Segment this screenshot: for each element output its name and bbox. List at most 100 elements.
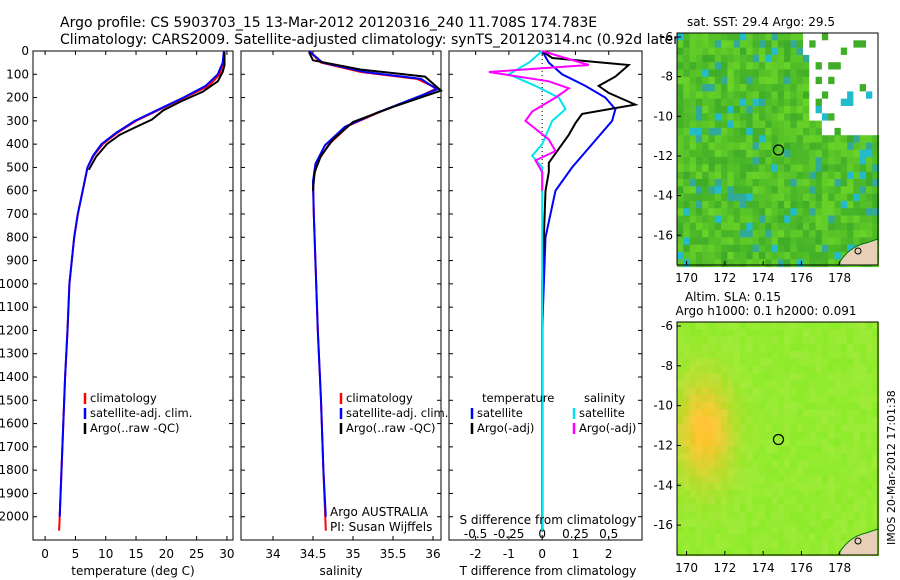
map-cell (752, 468, 760, 476)
map-cell (828, 120, 835, 129)
map-cell (677, 475, 684, 484)
map-cell (796, 186, 804, 195)
map-cell (815, 157, 823, 165)
coastline-island (854, 537, 862, 545)
map-cell (834, 47, 842, 56)
map-cell (733, 237, 741, 246)
map-cell (714, 482, 722, 491)
map-cell (847, 208, 854, 216)
map-cell (708, 157, 716, 165)
map-cell (733, 446, 741, 454)
map-cell (834, 365, 842, 374)
map-cell (752, 98, 760, 107)
map-cell (721, 519, 728, 527)
map-cell (777, 91, 785, 100)
map-cell (721, 402, 728, 411)
x-tick-label: 10 (98, 547, 113, 561)
map-cell (771, 47, 779, 56)
map-cell (809, 244, 817, 253)
map-cell (746, 541, 754, 549)
map-cell (727, 135, 735, 143)
depth-tick-label: 1900 (0, 486, 29, 500)
map-cell (721, 343, 728, 352)
map-cell (815, 504, 823, 513)
map-cell (727, 171, 735, 180)
map-cell (740, 497, 747, 505)
map-cell (803, 164, 810, 173)
map-cell (746, 222, 754, 231)
map-cell (740, 208, 747, 216)
map-cell (695, 259, 703, 268)
map-cell (689, 373, 697, 381)
map-cell (784, 54, 791, 63)
map-cell (796, 193, 804, 202)
map-cell (803, 511, 810, 520)
map-cell (740, 511, 747, 520)
map-cell (765, 208, 772, 216)
map-cell (809, 106, 817, 114)
argo-annotation-line1: Argo AUSTRALIA (330, 505, 429, 519)
map-cell (765, 244, 772, 253)
map-cell (815, 409, 823, 418)
map-cell (796, 395, 804, 403)
map-cell (771, 54, 779, 63)
map-cell (859, 336, 867, 345)
map-cell (765, 200, 772, 209)
map-cell (777, 511, 785, 520)
map-cell (702, 475, 709, 484)
map-cell (809, 438, 817, 447)
map-cell (853, 358, 861, 367)
map-cell (821, 157, 829, 165)
map-cell (777, 127, 785, 136)
map-cell (689, 365, 697, 374)
map-cell (683, 322, 691, 330)
map-cell (708, 237, 716, 246)
map-cell (828, 482, 835, 491)
depth-tick-label: 300 (6, 114, 29, 128)
map-cell (859, 164, 867, 173)
map-cell (765, 171, 772, 180)
map-cell (733, 47, 741, 56)
map-cell (721, 127, 728, 136)
map-cell (758, 186, 766, 195)
map-cell (695, 135, 703, 143)
map-cell (809, 193, 817, 202)
map-cell (803, 252, 810, 260)
map-cell (784, 244, 791, 253)
map-cell (777, 453, 785, 462)
map-cell (733, 91, 741, 100)
map-cell (803, 358, 810, 367)
map-cell (777, 358, 785, 367)
map-cell (790, 387, 798, 396)
x-tick-label: 15 (128, 547, 143, 561)
map-cell (752, 230, 760, 238)
map-cell (872, 171, 880, 180)
map-cell (853, 336, 861, 345)
map-cell (733, 460, 741, 469)
map-cell (746, 548, 754, 557)
map-cell (866, 69, 873, 78)
map-cell (740, 149, 747, 158)
map-cell (821, 237, 829, 246)
map-cell (840, 424, 848, 432)
map-cell (809, 380, 817, 389)
map-cell (803, 200, 810, 209)
map-cell (758, 511, 766, 520)
map-cell (683, 62, 691, 70)
map-cell (821, 416, 829, 425)
map-cell (746, 511, 754, 520)
map-cell (796, 62, 804, 70)
sst-map-coast (837, 238, 879, 266)
map-cell (708, 106, 716, 114)
map-cell (777, 424, 785, 432)
map-cell (702, 171, 709, 180)
map-cell (695, 179, 703, 187)
map-cell (796, 329, 804, 338)
coastline-island (854, 247, 862, 255)
map-cell (714, 186, 722, 195)
map-cell (721, 358, 728, 367)
map-cell (702, 98, 709, 107)
map-cell (866, 193, 873, 202)
map-cell (721, 416, 728, 425)
map-cell (872, 416, 880, 425)
